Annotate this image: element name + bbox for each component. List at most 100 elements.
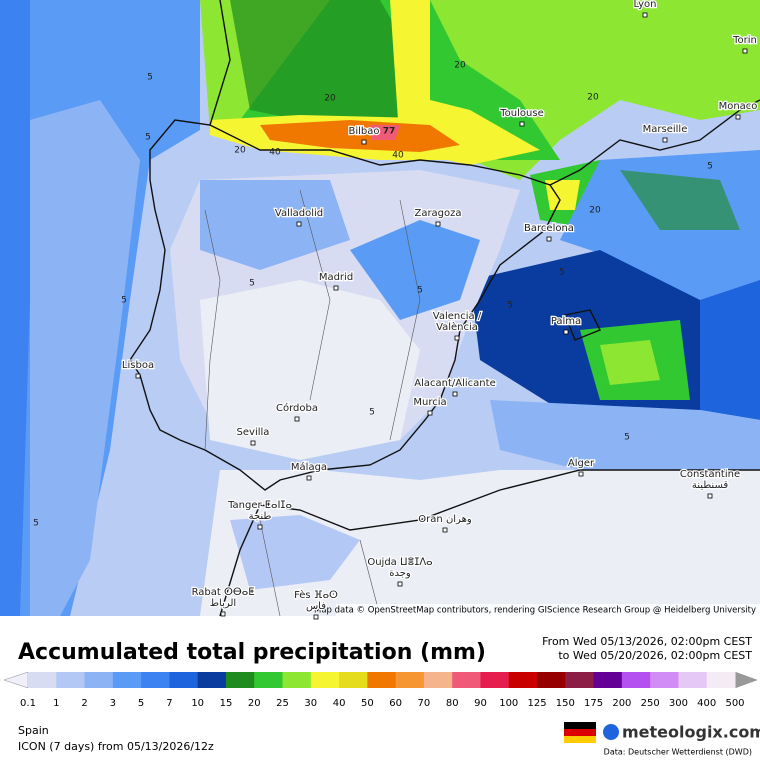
city-label: طنجة	[249, 511, 272, 522]
contour-label: 20	[454, 61, 466, 71]
contour-label: 5	[507, 301, 513, 311]
city-label: Lyon	[633, 0, 656, 10]
city-marker	[135, 373, 141, 379]
legend-swatch	[565, 672, 595, 688]
period-from: From Wed 05/13/2026, 02:00pm CEST	[542, 635, 752, 648]
legend-swatch	[169, 672, 199, 688]
city-label: Torin	[732, 35, 757, 46]
city-label: Alger	[568, 458, 595, 469]
city-label: Zaragoza	[414, 208, 461, 219]
region: Spain	[18, 724, 49, 737]
city-label: Madrid	[319, 272, 353, 283]
legend-tick-label: 125	[527, 698, 546, 709]
city-marker	[642, 12, 648, 18]
contour-label: 20	[587, 93, 599, 103]
legend-tick-label: 90	[474, 698, 487, 709]
legend-swatch	[480, 672, 510, 688]
legend-tick-label: 70	[418, 698, 431, 709]
city-label: Palma	[551, 316, 581, 327]
city-label: Córdoba	[276, 402, 318, 414]
legend-arrow-low	[3, 671, 29, 689]
period-to: to Wed 05/20/2026, 02:00pm CEST	[558, 649, 752, 662]
city-marker	[361, 139, 367, 145]
contour-label: 5	[121, 296, 127, 306]
contour-label: 5	[624, 433, 630, 443]
city-marker	[435, 221, 441, 227]
contour-label: 77	[383, 127, 396, 137]
city-marker	[313, 614, 319, 620]
city-marker	[296, 221, 302, 227]
contour-label: 5	[33, 519, 39, 529]
flag	[564, 722, 596, 743]
legend-swatch	[678, 672, 708, 688]
legend-tick-label: 400	[697, 698, 716, 709]
contour-label: 20	[324, 94, 336, 104]
city-label: Constantine	[680, 469, 740, 480]
contour-label: 40	[269, 148, 281, 158]
city-label: وجدة	[389, 568, 411, 579]
legend-swatch	[310, 672, 340, 688]
model: ICON (7 days) from 05/13/2026/12z	[18, 740, 214, 753]
contour-label: 5	[417, 286, 423, 296]
legend-swatch	[395, 672, 425, 688]
city-label: Rabat ⵔⴱⴰⵟ	[192, 587, 255, 598]
city-label: Marseille	[643, 124, 688, 135]
contour-label: 5	[147, 73, 153, 83]
contour-label: 20	[234, 146, 246, 156]
city-marker	[454, 335, 460, 341]
city-marker	[397, 581, 403, 587]
contour-label: 5	[707, 162, 713, 172]
city-marker	[519, 121, 525, 127]
attribution: Map data © OpenStreetMap contributors, r…	[314, 606, 756, 616]
city-label: Sevilla	[237, 427, 270, 438]
legend-tick-label: 300	[669, 698, 688, 709]
contour-label: 20	[589, 206, 601, 216]
legend-tick-label: 10	[191, 698, 204, 709]
legend-swatch	[537, 672, 566, 688]
legend-tick-label: 40	[333, 698, 346, 709]
legend-swatch	[367, 672, 397, 688]
city-marker	[333, 285, 339, 291]
legend-swatch	[28, 672, 57, 688]
city-marker	[442, 527, 448, 533]
source: Data: Deutscher Wetterdienst (DWD)	[604, 748, 752, 757]
city-marker	[427, 410, 433, 416]
city-marker	[742, 48, 748, 54]
city-marker	[735, 114, 741, 120]
city-marker	[707, 493, 713, 499]
legend-tick-label: 20	[248, 698, 261, 709]
legend-swatch	[141, 672, 170, 688]
legend-tick-label: 25	[276, 698, 289, 709]
legend-swatch	[593, 672, 623, 688]
logo	[603, 724, 619, 740]
legend-tick-label: 60	[389, 698, 402, 709]
legend-tick-label: 2	[81, 698, 87, 709]
city-marker	[578, 471, 584, 477]
city-marker	[294, 416, 300, 422]
city-label: فاس	[306, 601, 326, 612]
legend-tick-label: 0.1	[20, 698, 36, 709]
city-label: Barcelona	[524, 223, 574, 234]
legend-tick-label: 500	[725, 698, 744, 709]
city-label: Málaga	[291, 461, 327, 473]
map: Map data © OpenStreetMap contributors, r…	[0, 0, 760, 616]
city-label: Oujda ⵡⴻⵊⴷⴰ	[367, 557, 432, 568]
city-label: Oran وهران	[418, 514, 472, 525]
legend-tick-label: 7	[166, 698, 172, 709]
city-marker	[306, 475, 312, 481]
city-marker	[662, 137, 668, 143]
city-label: Tanger ⵟⴰⵏⵊⴰ	[227, 500, 292, 511]
legend-tick-label: 15	[220, 698, 233, 709]
legend-tick-label: 200	[612, 698, 631, 709]
city-marker	[250, 440, 256, 446]
city-marker	[563, 329, 569, 335]
city-label: Toulouse	[499, 108, 543, 119]
city-label: الرباط	[210, 598, 236, 609]
legend-swatch	[112, 672, 142, 688]
legend-swatch	[508, 672, 538, 688]
city-label: València	[436, 321, 478, 333]
contour-label: 5	[369, 408, 375, 418]
contour-label: 5	[249, 279, 255, 289]
city-marker	[546, 236, 552, 242]
